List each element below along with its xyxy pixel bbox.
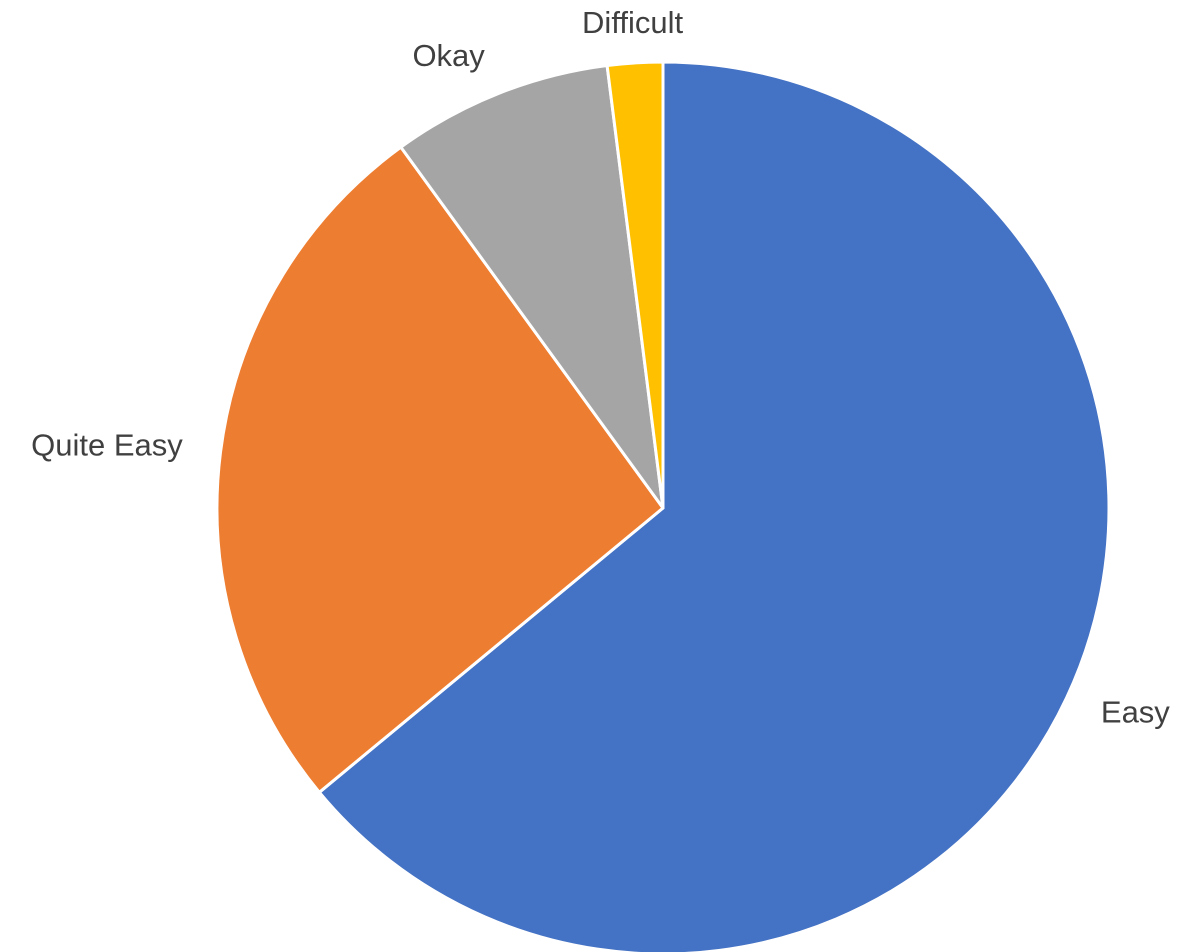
pie-label-quite-easy: Quite Easy [31,427,183,462]
pie-slices [215,60,1111,952]
pie-label-okay: Okay [412,38,485,73]
pie-label-easy: Easy [1101,694,1170,729]
pie-slice-okay [399,64,665,510]
pie-slice-difficult [605,60,665,510]
pie-slice-easy [317,60,1111,952]
pie-slice-quite-easy [215,145,665,794]
pie-label-difficult: Difficult [582,5,683,40]
pie-labels: Easy Quite Easy Okay Difficult [31,5,1170,729]
